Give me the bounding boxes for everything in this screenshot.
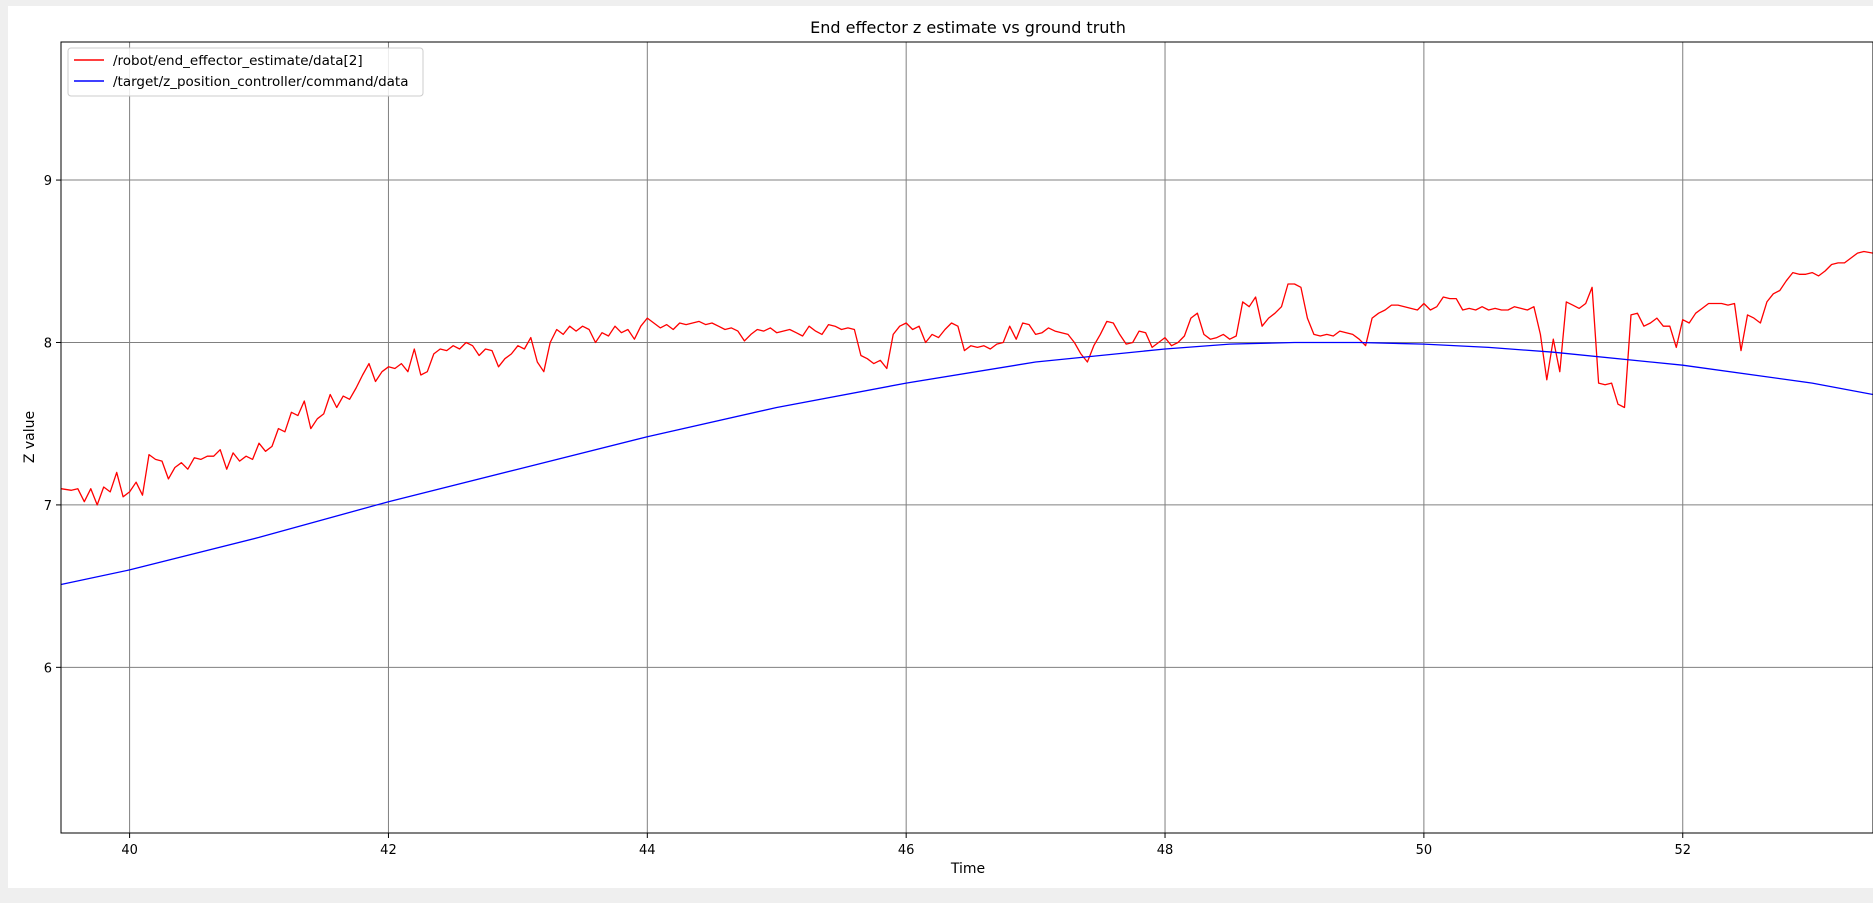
legend-label-command: /target/z_position_controller/command/da… xyxy=(113,74,409,90)
series-line-command xyxy=(60,341,1873,586)
y-tick-label: 9 xyxy=(44,174,52,189)
series-lines xyxy=(60,250,1873,586)
x-tick-label: 40 xyxy=(121,843,138,858)
line-chart: End effector z estimate vs ground truth … xyxy=(22,18,1873,877)
y-tick-label: 8 xyxy=(44,336,52,351)
y-tick-label: 6 xyxy=(44,661,52,676)
x-tick-label: 50 xyxy=(1416,843,1433,858)
y-tick-label: 7 xyxy=(44,499,52,514)
plot-area-frame xyxy=(60,41,1873,834)
legend-box xyxy=(67,47,424,97)
plot-window: End effector z estimate vs ground truth … xyxy=(8,6,1873,888)
chart-title: End effector z estimate vs ground truth xyxy=(810,18,1126,37)
y-axis-label: Z value xyxy=(22,411,38,463)
legend: /robot/end_effector_estimate/data[2] /ta… xyxy=(67,47,424,97)
x-tick-label: 42 xyxy=(380,843,397,858)
x-tick-label: 52 xyxy=(1674,843,1691,858)
x-tick-label: 44 xyxy=(639,843,656,858)
grid-lines xyxy=(61,42,1873,833)
legend-label-estimate: /robot/end_effector_estimate/data[2] xyxy=(113,53,363,69)
x-tick-label: 48 xyxy=(1157,843,1174,858)
axis-ticks: 40 42 44 46 48 50 52 6 7 8 9 xyxy=(44,174,1691,858)
x-tick-label: 46 xyxy=(898,843,915,858)
x-axis-label: Time xyxy=(950,861,985,877)
series-line-estimate xyxy=(60,250,1873,506)
